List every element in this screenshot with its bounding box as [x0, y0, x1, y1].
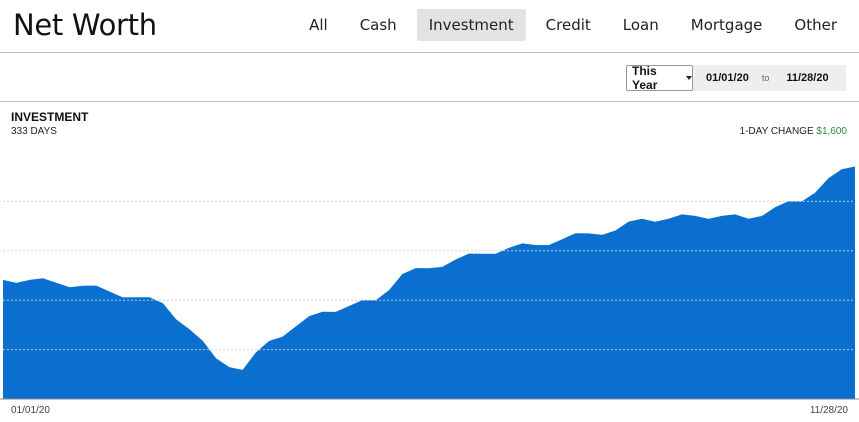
investment-chart-panel: INVESTMENT 333 DAYS 1-DAY CHANGE $1,600 …: [0, 103, 859, 422]
tab-all[interactable]: All: [309, 16, 328, 34]
x-axis-end-label: 11/28/20: [809, 405, 848, 416]
date-toolbar: This Year 01/01/20 to 11/28/20: [0, 53, 859, 102]
tab-cash[interactable]: Cash: [359, 16, 397, 34]
chart-days: 333 DAYS: [11, 126, 57, 137]
investment-area-series: [3, 166, 855, 399]
investment-area-chart[interactable]: [0, 150, 859, 400]
account-type-tabs: All Cash Investment Credit Loan Mortgage…: [289, 9, 849, 41]
tab-investment[interactable]: Investment: [416, 9, 526, 41]
date-to-label: to: [761, 73, 770, 83]
change-value: $1,600: [816, 126, 847, 137]
tab-mortgage[interactable]: Mortgage: [690, 16, 763, 34]
date-from-field[interactable]: 01/01/20: [706, 72, 749, 84]
x-axis-start-label: 01/01/20: [11, 405, 50, 416]
chart-title: INVESTMENT: [11, 110, 89, 124]
tab-credit[interactable]: Credit: [545, 16, 591, 34]
change-label: 1-DAY CHANGE: [739, 126, 814, 137]
date-range: 01/01/20 to 11/28/20: [693, 65, 846, 91]
chevron-down-icon: [686, 76, 692, 80]
range-select-label: This Year: [632, 64, 658, 92]
tab-other[interactable]: Other: [794, 16, 837, 34]
range-select[interactable]: This Year: [626, 64, 693, 92]
date-to-field[interactable]: 11/28/20: [786, 72, 829, 84]
app-header: Net Worth All Cash Investment Credit Loa…: [0, 0, 859, 53]
one-day-change: 1-DAY CHANGE $1,600: [740, 126, 847, 137]
tab-loan[interactable]: Loan: [622, 16, 659, 34]
page-title: Net Worth: [13, 8, 157, 42]
